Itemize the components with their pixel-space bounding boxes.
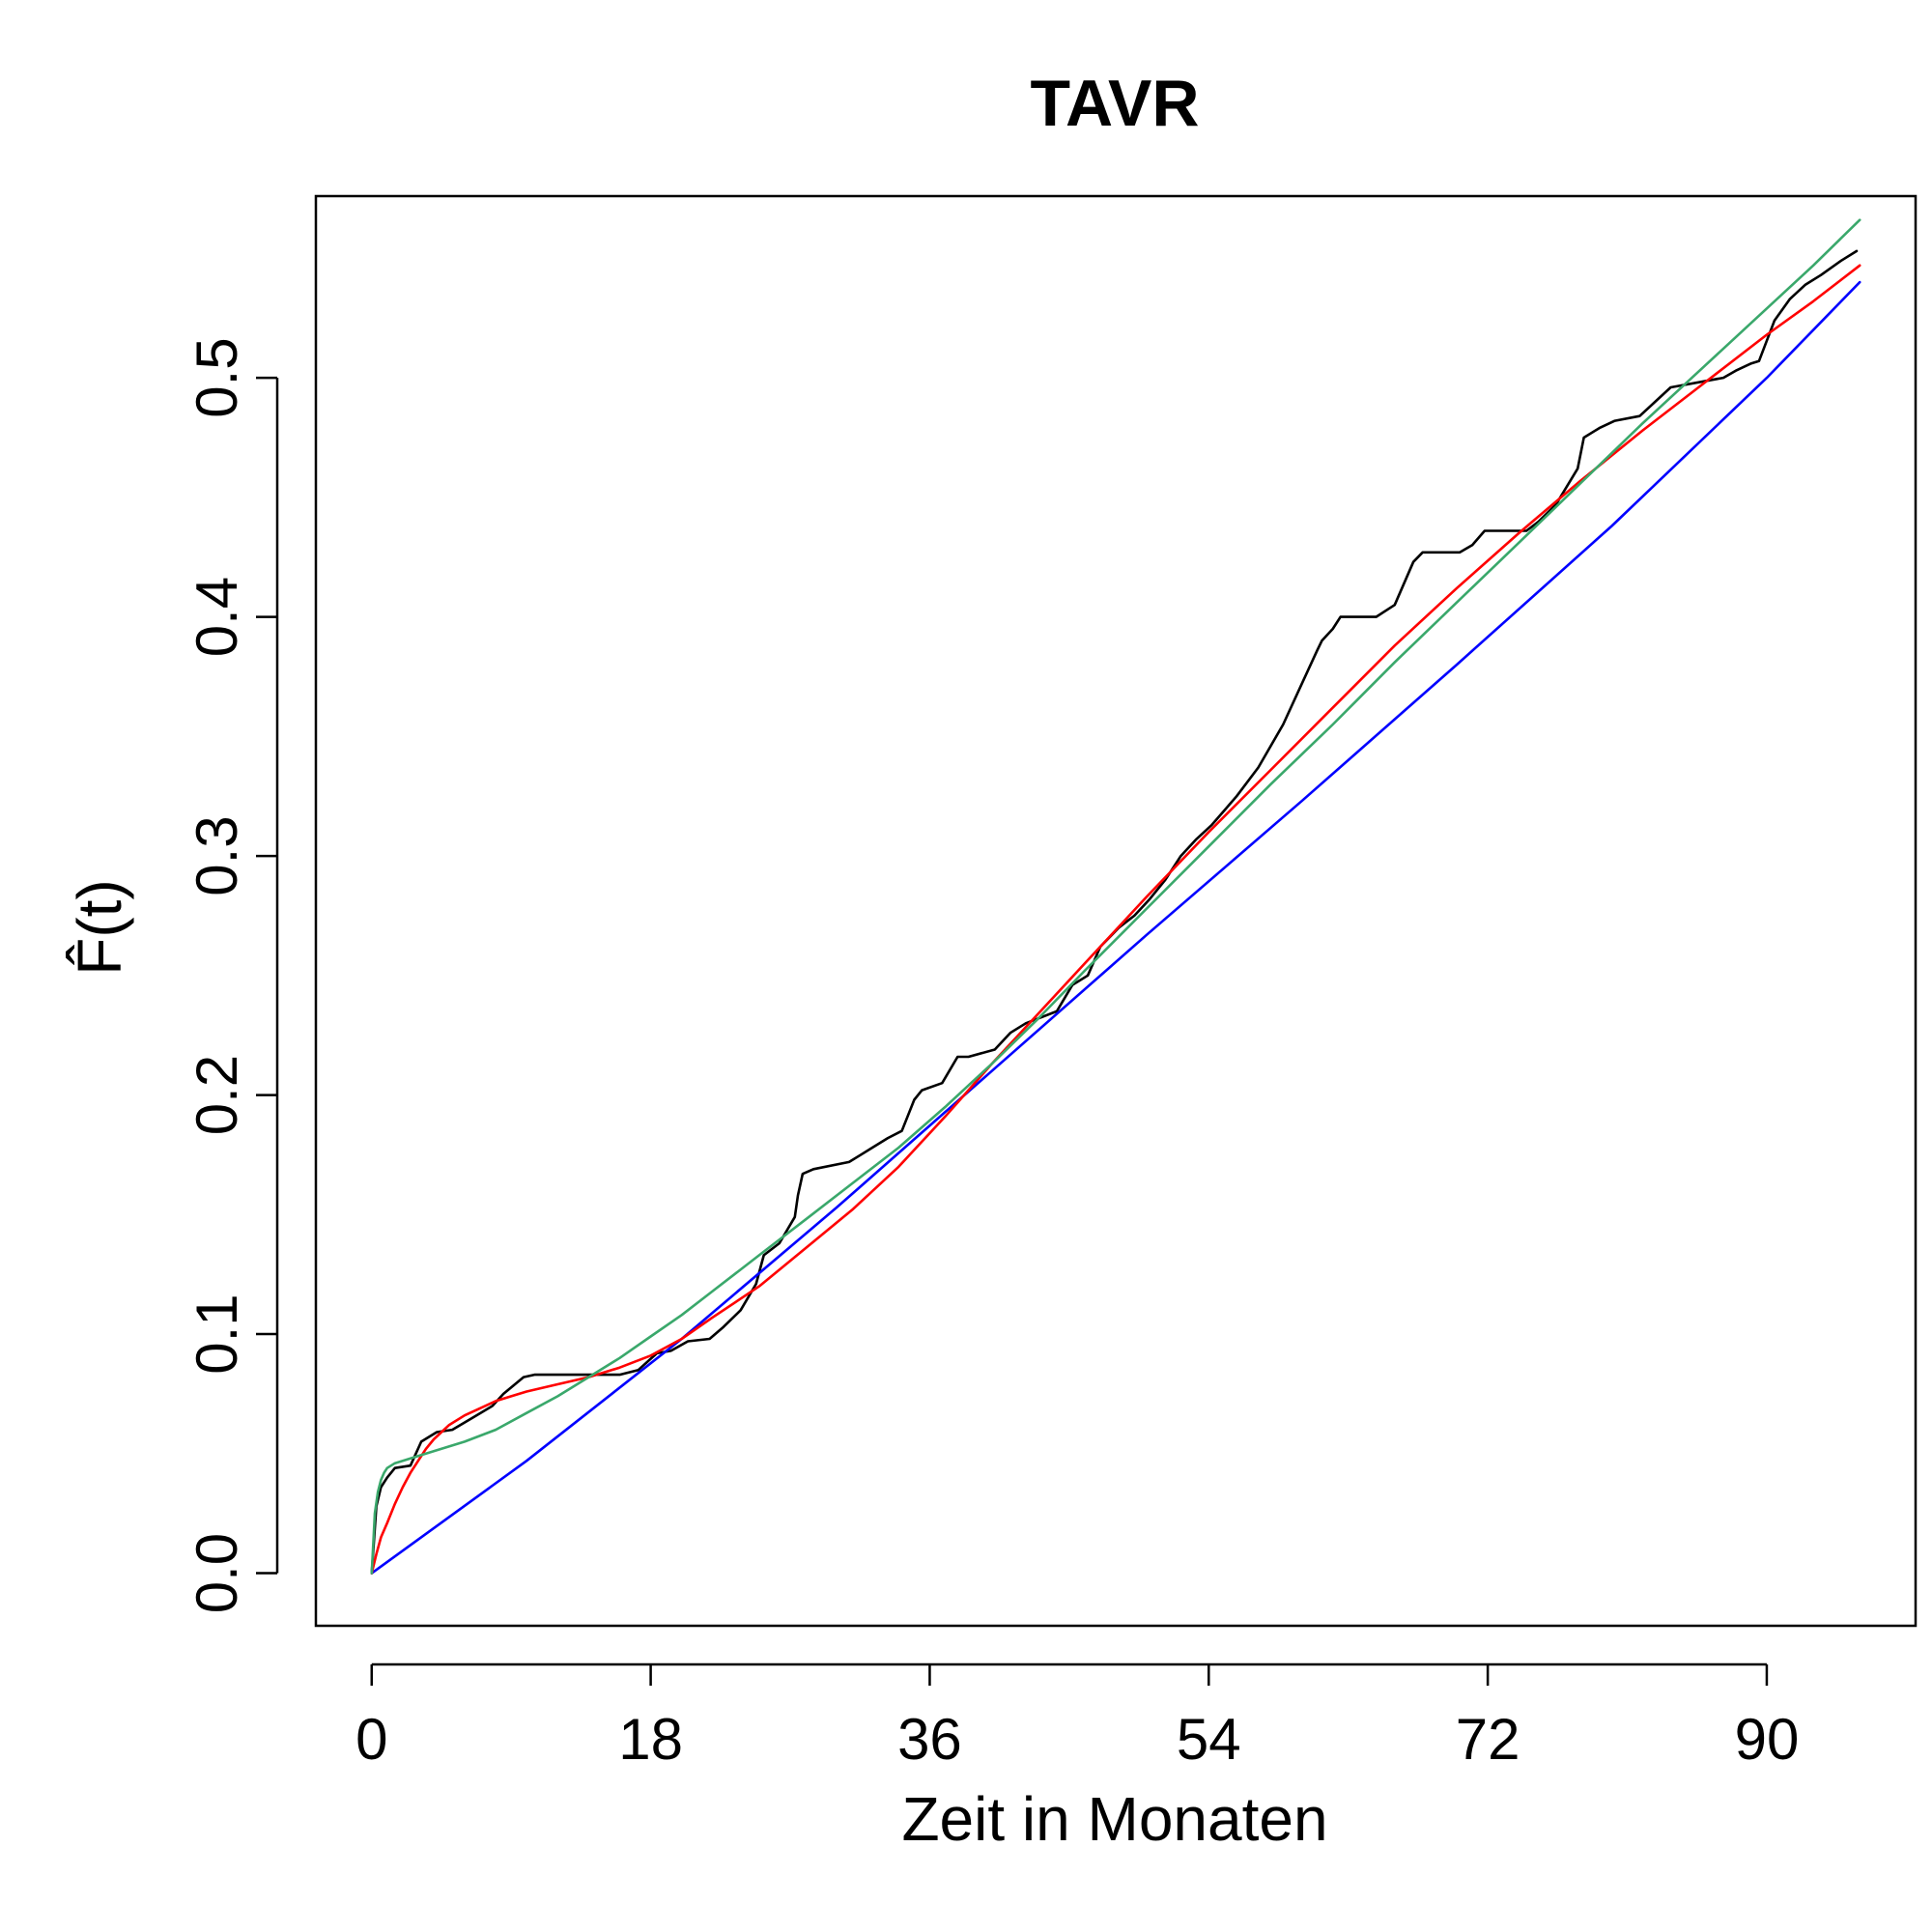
- y-tick-label: 0.5: [185, 337, 249, 417]
- series-line-fitted-1: [370, 280, 1861, 1575]
- series-line-fitted-3: [370, 218, 1861, 1575]
- x-axis-title: Zeit in Monaten: [901, 1784, 1327, 1854]
- y-axis: 0.0 0.1 0.2 0.3 0.4 0.5: [185, 337, 279, 1613]
- y-axis-title: F̂(t): [65, 879, 134, 976]
- y-tick-label: 0.3: [185, 815, 249, 895]
- x-axis: 0 18 36 54 72 90: [355, 1662, 1800, 1772]
- y-tick-label: 0.2: [185, 1055, 249, 1135]
- x-tick-label: 54: [1177, 1707, 1241, 1772]
- series-layer: [370, 218, 1861, 1575]
- y-tick-label: 0.1: [185, 1293, 249, 1374]
- x-tick-label: 36: [897, 1707, 962, 1772]
- series-line-empirical: [370, 249, 1859, 1575]
- x-tick-label: 18: [618, 1707, 683, 1772]
- plot-frame: [314, 194, 1918, 1628]
- chart-title: TAVR: [1030, 67, 1199, 140]
- series-line-fitted-2: [370, 264, 1861, 1575]
- x-tick-label: 90: [1735, 1707, 1800, 1772]
- y-tick-label: 0.0: [185, 1533, 249, 1613]
- y-tick-label: 0.4: [185, 577, 249, 657]
- x-tick-label: 0: [355, 1707, 387, 1772]
- x-tick-label: 72: [1456, 1707, 1520, 1772]
